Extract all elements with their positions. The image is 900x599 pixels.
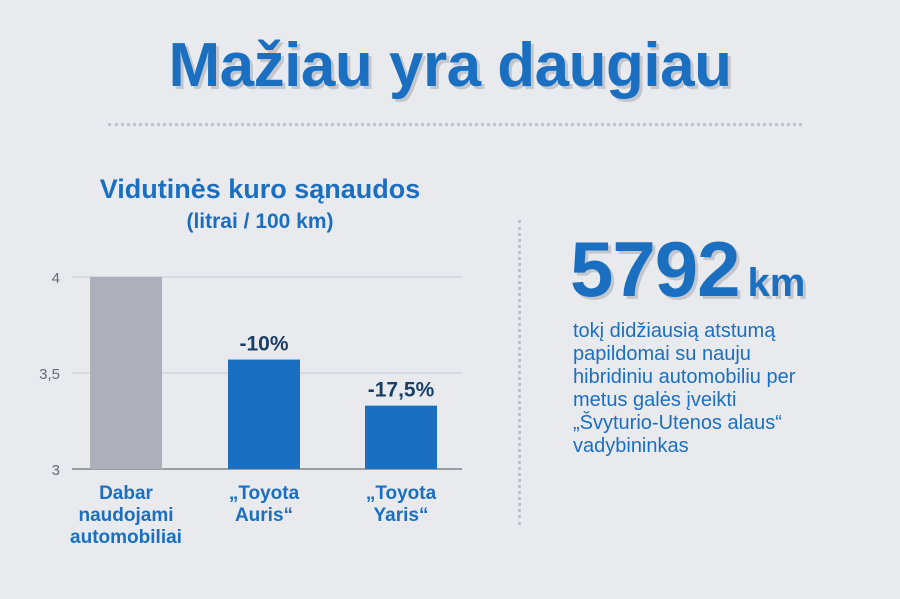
chart-title: Vidutinės kuro sąnaudos xyxy=(99,174,421,204)
stat-description-line: hibridiniu automobiliu per xyxy=(573,366,796,388)
stat-description-line: „Švyturio-Utenos alaus“ xyxy=(573,412,782,434)
stat-figure: 5792 km xyxy=(570,224,805,315)
category-label: „Toyota xyxy=(366,483,437,504)
bar xyxy=(228,359,300,469)
headline: Mažiau yra daugiau xyxy=(168,31,732,100)
y-tick-label: 4 xyxy=(52,270,60,287)
stat-description-line: metus galės įveikti xyxy=(573,389,737,411)
category-label: automobiliai xyxy=(70,527,182,548)
data-label: -17,5% xyxy=(368,379,435,402)
chart-subtitle: (litrai / 100 km) xyxy=(186,210,334,233)
vertical-divider xyxy=(518,220,521,525)
stat-description: tokį didžiausią atstumą papildomai su na… xyxy=(573,320,873,458)
category-label: Dabar xyxy=(99,483,153,504)
category-label: naudojami xyxy=(78,505,173,526)
stat-description-line: vadybininkas xyxy=(573,435,689,457)
stat-description-line: papildomai su nauju xyxy=(573,343,751,365)
category-label: Yaris“ xyxy=(374,505,429,526)
data-label: -10% xyxy=(239,333,288,356)
bar xyxy=(365,405,437,469)
stat-description-line: tokį didžiausią atstumą xyxy=(573,320,776,342)
y-tick-label: 3,5 xyxy=(39,366,60,383)
category-label: Auris“ xyxy=(235,505,293,526)
bar xyxy=(90,277,162,469)
horizontal-divider xyxy=(108,123,802,126)
y-tick-label: 3 xyxy=(52,462,60,479)
stat-unit: km xyxy=(747,261,806,305)
stat-number: 5792 xyxy=(570,225,741,313)
category-label: „Toyota xyxy=(229,483,300,504)
